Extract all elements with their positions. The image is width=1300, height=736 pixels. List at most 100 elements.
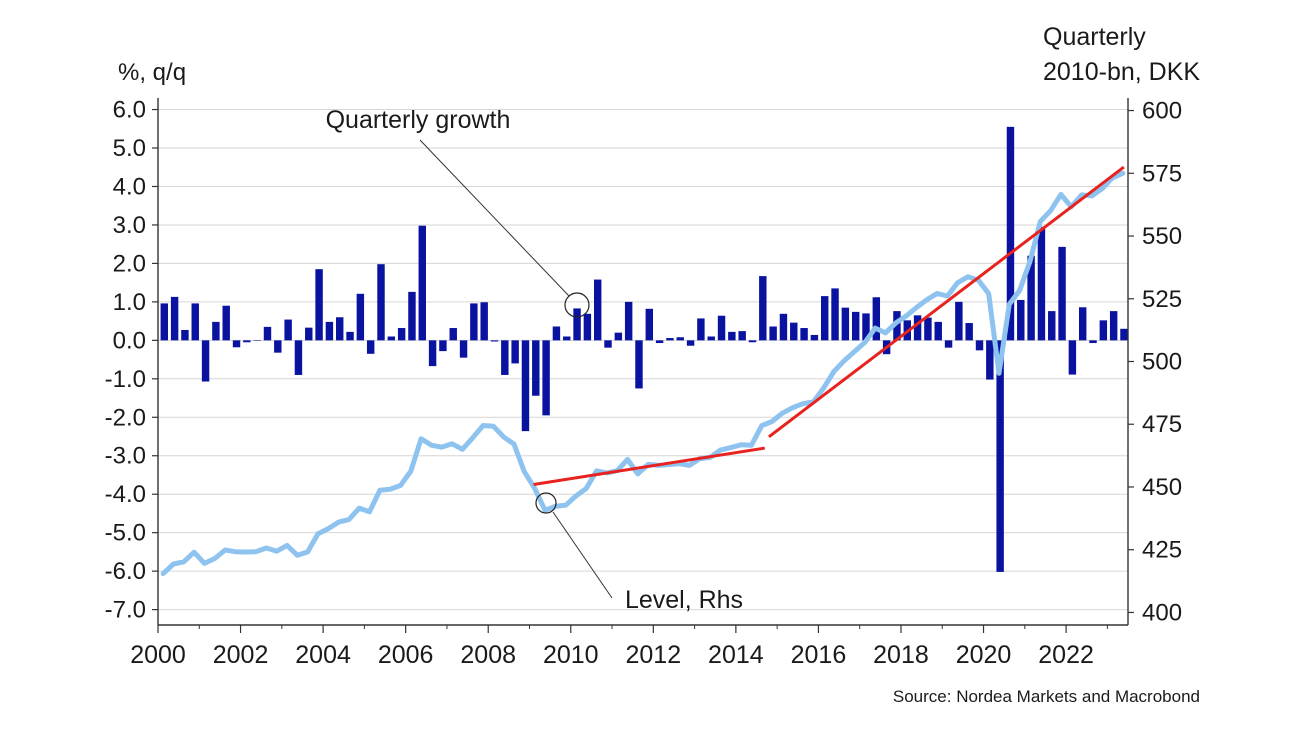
- growth-bar: [851, 311, 860, 341]
- growth-bar: [655, 340, 664, 344]
- growth-bar: [1109, 311, 1118, 341]
- growth-bar: [645, 308, 654, 341]
- growth-bar: [1120, 328, 1128, 341]
- growth-bar: [686, 340, 695, 346]
- left-tick-label: -4.0: [105, 481, 146, 508]
- left-tick-label: 6.0: [113, 97, 146, 124]
- right-tick-label: 400: [1142, 599, 1182, 626]
- growth-bar: [862, 313, 870, 341]
- trend-2009-2014: [533, 446, 765, 486]
- growth-bar: [624, 301, 633, 341]
- growth-bar: [387, 336, 396, 341]
- growth-bar: [274, 340, 282, 353]
- growth-bar: [1089, 340, 1097, 344]
- growth-bar: [201, 340, 210, 382]
- growth-bar: [408, 291, 416, 341]
- right-tick-label: 525: [1142, 286, 1182, 313]
- growth-callout-circle: [564, 292, 590, 318]
- growth-bar: [243, 340, 251, 343]
- growth-bar: [315, 269, 323, 341]
- growth-bars: [160, 126, 1128, 572]
- level-callout-leader: [552, 511, 613, 599]
- growth-bar: [428, 340, 437, 367]
- growth-bar: [1048, 311, 1056, 341]
- growth-bar: [1068, 340, 1077, 375]
- growth-bar: [717, 315, 726, 341]
- growth-bar: [563, 336, 571, 341]
- growth-bar: [965, 323, 973, 341]
- right-tick-label: 450: [1142, 474, 1182, 501]
- growth-bar: [284, 319, 292, 341]
- growth-bar: [759, 276, 767, 341]
- x-tick-label: 2020: [956, 641, 1012, 669]
- x-tick-label: 2016: [791, 641, 847, 669]
- right-tick-label: 425: [1142, 537, 1182, 564]
- growth-bar: [170, 296, 179, 341]
- growth-bar: [356, 293, 365, 341]
- growth-bar: [1006, 126, 1015, 341]
- growth-bar: [336, 317, 344, 341]
- right-tick-label: 500: [1142, 349, 1182, 376]
- growth-bar: [294, 340, 303, 375]
- growth-bar: [397, 328, 406, 341]
- growth-bar: [418, 225, 426, 341]
- growth-bar: [769, 326, 777, 341]
- growth-bar: [666, 338, 674, 341]
- left-tick-label: -5.0: [105, 520, 146, 547]
- x-tick-label: 2022: [1038, 641, 1094, 669]
- right-tick-label: 575: [1142, 160, 1182, 187]
- source-note: Source: Nordea Markets and Macrobond: [893, 687, 1200, 706]
- growth-bar: [1099, 320, 1108, 341]
- growth-bar: [944, 340, 953, 348]
- x-tick-label: 2004: [295, 641, 351, 669]
- growth-bar: [913, 315, 922, 341]
- growth-bar: [810, 334, 819, 341]
- right-tick-label: 600: [1142, 98, 1182, 125]
- growth-bar: [552, 326, 561, 341]
- x-tick-label: 2012: [626, 641, 682, 669]
- growth-bar: [346, 331, 354, 341]
- growth-bar: [305, 327, 313, 341]
- growth-bar: [511, 340, 519, 364]
- trend-lines: [533, 165, 1125, 486]
- level-callout-circle: [535, 492, 557, 514]
- left-axis-label: %, q/q: [118, 59, 186, 86]
- growth-bar: [1078, 307, 1087, 341]
- growth-bar: [222, 305, 230, 341]
- right-axis-label-line1: Quarterly: [1043, 23, 1146, 51]
- growth-bar: [996, 340, 1004, 572]
- annotation-quarterly-growth: Quarterly growth: [326, 106, 511, 134]
- growth-bar: [593, 279, 602, 341]
- growth-bar: [521, 340, 530, 432]
- trend-2014-2023: [767, 165, 1125, 438]
- right-tick-label: 475: [1142, 411, 1182, 438]
- growth-bar: [501, 340, 509, 375]
- growth-bar: [490, 340, 499, 342]
- growth-bar: [253, 340, 261, 341]
- right-axis-label-line2: 2010-bn, DKK: [1043, 58, 1200, 86]
- level-line: [160, 170, 1126, 577]
- left-tick-label: 5.0: [113, 135, 146, 162]
- growth-bar: [800, 328, 808, 341]
- growth-bar: [325, 321, 334, 341]
- growth-bar: [160, 303, 169, 341]
- growth-bar: [583, 313, 592, 341]
- growth-bar: [872, 297, 881, 341]
- growth-bar: [377, 264, 385, 341]
- level-line-group: [160, 170, 1126, 577]
- gridlines: [158, 109, 1128, 611]
- annotations: [419, 139, 613, 599]
- growth-bar: [707, 336, 715, 341]
- x-tick-label: 2008: [460, 641, 516, 669]
- left-tick-label: 0.0: [113, 327, 146, 354]
- growth-bar: [635, 340, 643, 389]
- x-tick-label: 2010: [543, 641, 599, 669]
- left-tick-label: -7.0: [105, 597, 146, 624]
- growth-bar: [821, 296, 829, 341]
- growth-bar: [738, 331, 746, 341]
- left-tick-label: 2.0: [113, 250, 146, 277]
- left-tick-label: 4.0: [113, 173, 146, 200]
- growth-bar: [893, 311, 901, 341]
- growth-bar: [1017, 299, 1025, 341]
